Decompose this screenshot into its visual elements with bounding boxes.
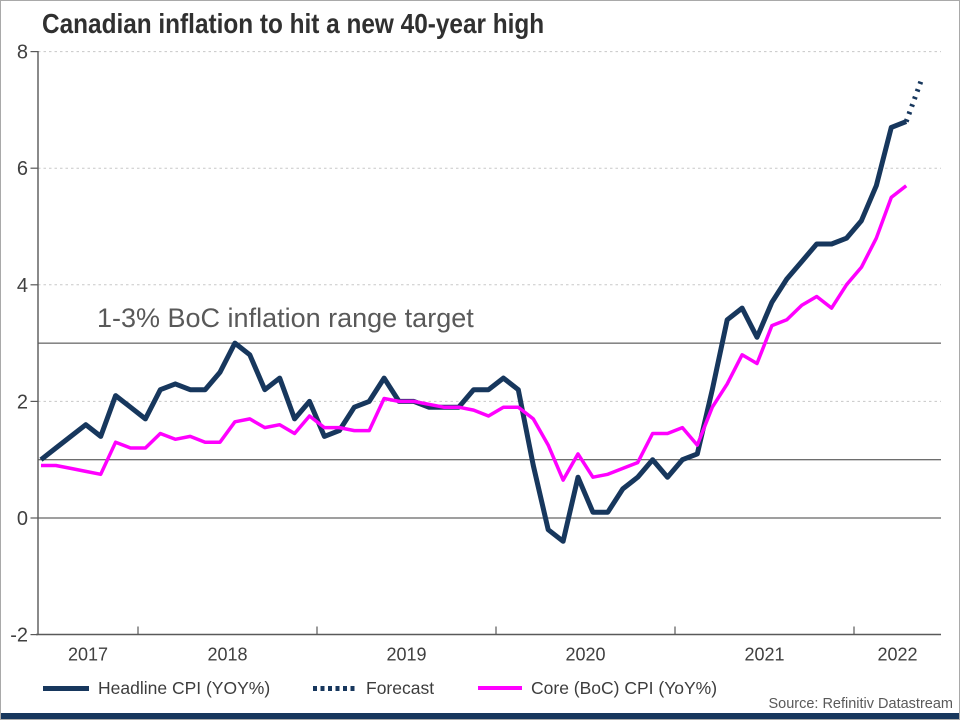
footer-bar [1,713,959,719]
target-range-annotation: 1-3% BoC inflation range target [97,303,474,333]
series-headline-cpi-yoy [39,119,908,544]
legend-item-headline: Headline CPI (YOY%) [43,678,270,698]
legend-label-core: Core (BoC) CPI (YoY%) [531,677,718,698]
legend-label-headline: Headline CPI (YOY%) [98,677,271,698]
svg-text:2019: 2019 [386,645,426,665]
forecast-dotted-swatch-icon [313,685,357,691]
svg-text:4: 4 [17,275,28,297]
svg-text:2018: 2018 [207,645,247,665]
x-axis: 2017 2018 2019 2020 2021 2022 [36,626,941,665]
svg-text:8: 8 [17,42,28,64]
svg-text:6: 6 [17,158,28,180]
gridlines [38,51,941,402]
svg-text:2021: 2021 [744,645,784,665]
svg-text:2: 2 [17,391,28,413]
legend-item-forecast: Forecast [313,678,434,698]
y-axis: 8 6 4 2 0 -2 [10,42,39,647]
reference-lines [38,342,941,519]
svg-text:-2: -2 [10,625,28,647]
legend-label-forecast: Forecast [366,677,435,698]
legend-item-core: Core (BoC) CPI (YoY%) [478,678,717,698]
svg-text:2020: 2020 [565,645,605,665]
core-line-swatch-icon [478,686,522,690]
series-forecast [903,79,924,123]
svg-text:2017: 2017 [68,645,108,665]
chart-title: Canadian inflation to hit a new 40-year … [42,8,545,39]
source-attribution: Source: Refinitiv Datastream [768,696,953,712]
headline-line-swatch-icon [43,685,89,691]
svg-text:2022: 2022 [877,645,917,665]
svg-text:0: 0 [17,508,28,530]
series-core-boc-cpi-yoy [41,184,908,482]
